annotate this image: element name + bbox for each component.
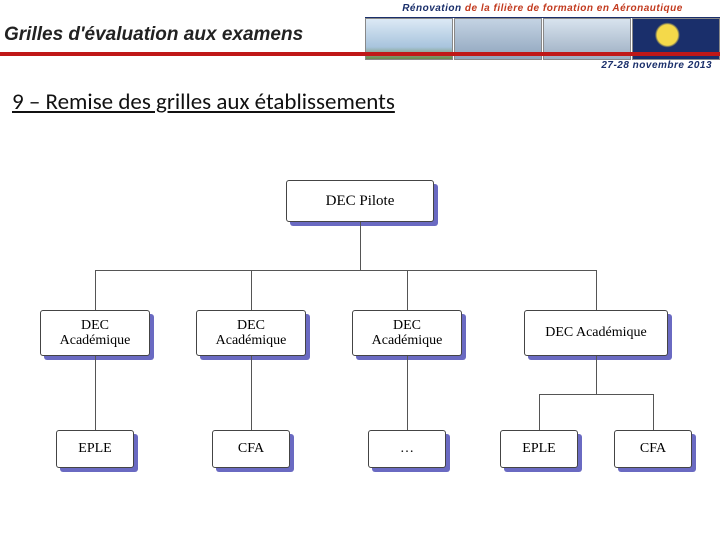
node-l3-2: … [368, 430, 446, 468]
strip-seg1: Rénovation [402, 3, 461, 14]
node-root: DEC Pilote [286, 180, 434, 222]
section-title: 9 – Remise des grilles aux établissement… [12, 88, 395, 116]
header: Rénovation de la filière de formation en… [0, 0, 720, 78]
header-rule [0, 52, 720, 56]
org-chart: DEC Pilote DEC Académique DEC Académique DE… [0, 150, 720, 510]
header-date: 27-28 novembre 2013 [601, 60, 712, 71]
node-l3-0: EPLE [56, 430, 134, 468]
page-title: Grilles d'évaluation aux examens [4, 24, 303, 46]
node-l2-1: DEC Académique [196, 310, 306, 356]
strip-seg2: de la filière de formation en Aéronautiq… [462, 3, 683, 14]
header-strip: Rénovation de la filière de formation en… [365, 0, 720, 18]
node-l2-0: DEC Académique [40, 310, 150, 356]
node-l2-2: DEC Académique [352, 310, 462, 356]
node-l3-1: CFA [212, 430, 290, 468]
node-l3-3: EPLE [500, 430, 578, 468]
node-l2-3: DEC Académique [524, 310, 668, 356]
node-l3-4: CFA [614, 430, 692, 468]
